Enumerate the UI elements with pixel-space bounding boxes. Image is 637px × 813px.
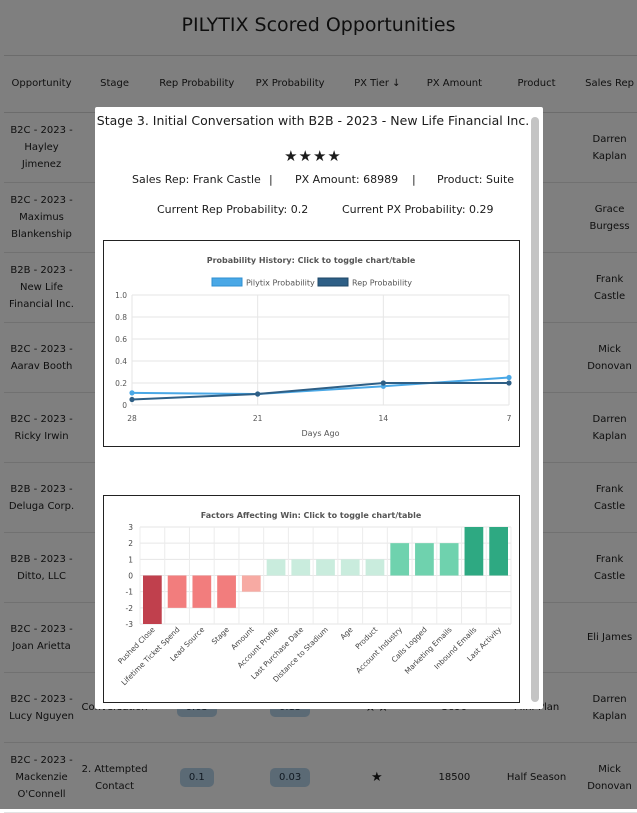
modal-scrollbar[interactable] bbox=[531, 117, 539, 702]
opportunity-modal: Stage 3. Initial Conversation with B2B -… bbox=[95, 107, 543, 709]
y-tick-label: 0.2 bbox=[115, 379, 127, 388]
px-amount-text: PX Amount: 68989 bbox=[295, 173, 399, 186]
y-tick-label: 2 bbox=[128, 539, 133, 548]
factor-bar bbox=[489, 527, 508, 576]
factor-bar bbox=[340, 559, 360, 576]
factor-bar bbox=[291, 559, 311, 576]
product-text: Product: Suite bbox=[437, 173, 515, 186]
legend-swatch bbox=[211, 277, 243, 287]
y-tick-label: 0 bbox=[128, 572, 133, 581]
factors-svg: Factors Affecting Win: Click to toggle c… bbox=[116, 511, 512, 687]
factors-chart[interactable]: Factors Affecting Win: Click to toggle c… bbox=[103, 495, 520, 703]
tier-stars: ★★★★ bbox=[284, 147, 342, 165]
legend-label: Rep Probability bbox=[352, 279, 412, 288]
modal-title: Stage 3. Initial Conversation with B2B -… bbox=[96, 113, 530, 128]
x-axis-label: Days Ago bbox=[302, 429, 340, 438]
factor-bar bbox=[266, 559, 286, 576]
separator: | bbox=[269, 173, 273, 186]
factor-bar bbox=[365, 559, 385, 576]
data-point bbox=[380, 380, 386, 386]
data-point bbox=[255, 391, 261, 397]
chart-title: Probability History: Click to toggle cha… bbox=[207, 256, 416, 265]
legend-swatch bbox=[317, 277, 349, 287]
factor-bar bbox=[439, 543, 459, 576]
factor-bar bbox=[390, 543, 410, 576]
factor-bar bbox=[415, 543, 434, 576]
y-tick-label: -3 bbox=[126, 620, 134, 629]
y-tick-label: 0.8 bbox=[115, 313, 127, 322]
factor-bar bbox=[217, 575, 236, 608]
y-tick-label: 0.6 bbox=[115, 335, 127, 344]
series-line bbox=[131, 382, 509, 401]
factor-bar bbox=[241, 575, 261, 592]
x-tick-label: 14 bbox=[379, 414, 389, 423]
y-tick-label: 0.4 bbox=[115, 357, 127, 366]
sales-rep-text: Sales Rep: Frank Castle bbox=[132, 173, 261, 186]
y-tick-label: -1 bbox=[126, 588, 134, 597]
x-tick-label: 21 bbox=[253, 414, 263, 423]
x-tick-label: Age bbox=[338, 625, 355, 642]
factor-bar bbox=[167, 575, 187, 608]
x-tick-label: Stage bbox=[210, 625, 232, 647]
current-rep-probability: Current Rep Probability: 0.2 bbox=[157, 203, 309, 216]
data-point bbox=[129, 390, 135, 396]
legend-label: Pilytix Probability bbox=[246, 279, 315, 288]
factor-bar bbox=[464, 527, 484, 576]
x-tick-label: 7 bbox=[507, 414, 512, 423]
y-tick-label: 1 bbox=[128, 555, 133, 564]
factor-bar bbox=[143, 575, 162, 624]
y-tick-label: 1.0 bbox=[115, 291, 127, 300]
y-tick-label: -2 bbox=[126, 604, 134, 613]
current-px-probability: Current PX Probability: 0.29 bbox=[342, 203, 494, 216]
y-tick-label: 0 bbox=[122, 401, 127, 410]
probability-history-chart[interactable]: Probability History: Click to toggle cha… bbox=[103, 240, 520, 447]
separator: | bbox=[412, 173, 416, 186]
data-point bbox=[506, 380, 512, 386]
y-tick-label: 3 bbox=[128, 523, 133, 532]
data-point bbox=[506, 374, 512, 381]
x-tick-label: 28 bbox=[127, 414, 137, 423]
data-point bbox=[129, 396, 135, 403]
series-line bbox=[131, 376, 510, 396]
factor-bar bbox=[316, 559, 335, 576]
probability-history-svg: Probability History: Click to toggle cha… bbox=[115, 256, 512, 438]
chart-title: Factors Affecting Win: Click to toggle c… bbox=[201, 511, 422, 520]
factor-bar bbox=[192, 575, 212, 608]
